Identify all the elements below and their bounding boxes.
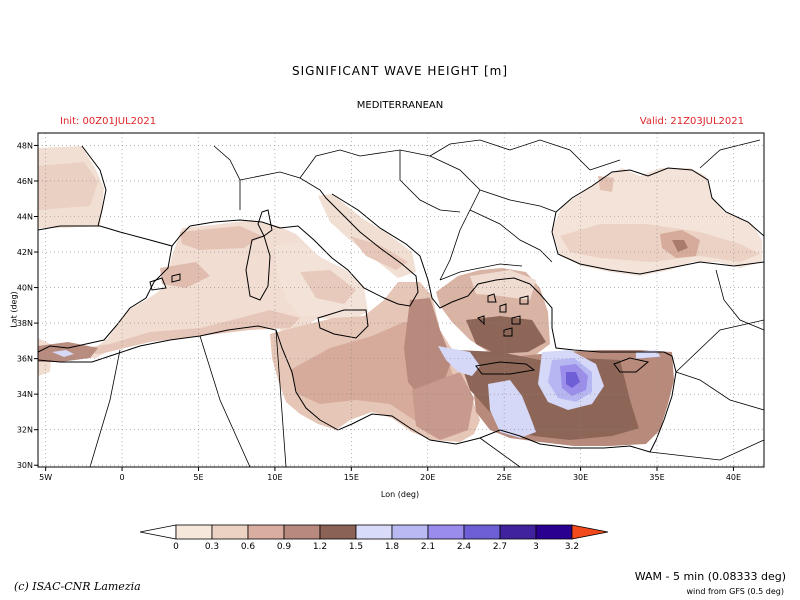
y-axis-title: Lat (deg): [9, 291, 19, 328]
colorbar-swatch: [535, 524, 573, 540]
balkans-coast: [331, 193, 531, 309]
x-tick-label: 30E: [573, 473, 588, 482]
graticule: [38, 133, 764, 467]
colorbar-swatch: [247, 524, 285, 540]
corsica: [257, 209, 273, 237]
y-tick-label: 30N: [17, 461, 33, 470]
libya-lavender: [488, 380, 536, 438]
x-tick-label: 40E: [726, 473, 741, 482]
borders: [89, 139, 764, 467]
colorbar-swatch: [211, 524, 249, 540]
black-sea-north-patch: [598, 176, 614, 192]
region-label: MEDITERRANEAN: [356, 100, 444, 111]
colorbar-label: 2.4: [457, 542, 472, 552]
colorbar-swatch: [391, 524, 429, 540]
colorbar-label: 1.8: [385, 542, 400, 552]
y-tick-label: 46N: [17, 177, 33, 186]
colorbar-label: 0.6: [241, 542, 256, 552]
x-tick-label: 15E: [344, 473, 359, 482]
x-tick-label: 0: [120, 473, 125, 482]
colorbar-label: 1.5: [349, 542, 363, 552]
sicily: [317, 309, 369, 339]
aegean-islands: [477, 293, 529, 337]
western-med-band: [60, 310, 300, 354]
colorbar-label: 3.2: [565, 542, 579, 552]
x-tick-label: 25E: [497, 473, 512, 482]
aegean-north: [470, 270, 536, 300]
y-tick-label: 48N: [17, 141, 33, 150]
y-tick-label: 42N: [17, 248, 33, 257]
cyprus: [613, 357, 650, 373]
colorbar-label: 1.2: [313, 542, 327, 552]
x-tick-label: 20E: [420, 473, 435, 482]
balearic-islands: [149, 273, 181, 291]
colorbar-label: 0.3: [205, 542, 219, 552]
wind-info: wind from GFS (0.5 deg): [686, 587, 784, 596]
colorbar-swatch: [499, 524, 537, 540]
colorbar-swatch: [463, 524, 501, 540]
north-africa-coast: [38, 325, 651, 453]
colorbar-high-arrow: [571, 524, 609, 540]
east-med-blob-core: [566, 372, 580, 388]
map-layers: [38, 133, 764, 467]
colorbar-low-arrow: [139, 524, 177, 540]
y-tick-label: 38N: [17, 319, 33, 328]
map-title: SIGNIFICANT WAVE HEIGHT [m]: [291, 64, 509, 78]
tyrrhenian-band: [300, 270, 356, 304]
aegean-dark: [466, 316, 546, 354]
iberia-coast: [38, 225, 191, 353]
adriatic-band: [350, 236, 408, 270]
colorbar-label: 2.7: [493, 542, 507, 552]
bay-of-biscay-band: [38, 162, 98, 210]
y-tick-label: 34N: [17, 390, 33, 399]
turkey-coast: [529, 283, 677, 373]
colorbar-label: 0: [173, 542, 179, 552]
plot-frame: [37, 132, 765, 468]
y-tick-label: 44N: [17, 213, 33, 222]
y-tick-label: 40N: [17, 284, 33, 293]
colorbar-label: 0.9: [277, 542, 292, 552]
colorbar-label: 2.1: [421, 542, 435, 552]
colorbar-swatch: [283, 524, 321, 540]
axis-ticks: 5W 0 5E 10E 15E 20E 25E 30E 35E 40E 30N 32N 34N 36N 38…: [17, 141, 741, 482]
x-tick-label: 35E: [649, 473, 664, 482]
x-axis-title: Lon (deg): [380, 490, 420, 499]
crete-lavender: [438, 346, 480, 376]
x-tick-label: 5E: [193, 473, 203, 482]
y-tick-label: 32N: [17, 426, 33, 435]
levant-coast: [649, 371, 677, 453]
colorbar-swatch: [427, 524, 465, 540]
model-info: WAM - 5 min (0.08333 deg): [634, 570, 786, 583]
sardinia: [245, 235, 271, 301]
colorbar-swatch: [355, 524, 393, 540]
colorbar-swatch: [319, 524, 357, 540]
coastlines: [38, 139, 764, 467]
black-sea-band: [560, 224, 760, 262]
colorbar-label: 3: [533, 542, 539, 552]
valid-time: Valid: 21Z03JUL2021: [639, 116, 744, 127]
colorbar: 0 0.3 0.6 0.9 1.2 1.5 1.8 2.1 2.4 2.7 3 3.2: [139, 524, 609, 552]
x-tick-label: 10E: [267, 473, 282, 482]
crete: [475, 361, 536, 375]
credit-text: (c) ISAC-CNR Lamezia: [14, 580, 141, 593]
black-sea-east-core: [672, 240, 688, 252]
black-sea-coast: [551, 167, 764, 275]
y-tick-label: 36N: [17, 355, 33, 364]
gulf-of-lion: [180, 226, 262, 250]
france-coast: [81, 145, 281, 229]
init-time: Init: 00Z01JUL2021: [60, 116, 157, 127]
alboran-core: [52, 350, 74, 357]
x-tick-label: 5W: [39, 473, 52, 482]
colorbar-swatch: [175, 524, 213, 540]
